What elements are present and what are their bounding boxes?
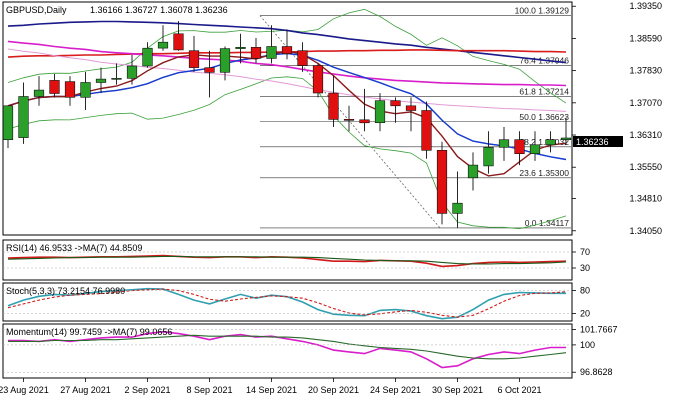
candle-body-34: [529, 144, 541, 155]
candle-body-19: [297, 50, 308, 66]
dma55-line: [7, 40, 567, 87]
mom-series-1: [8, 334, 567, 360]
date-tick-label-7: 30 Sep 2021: [432, 385, 483, 395]
candle-body-36: [560, 137, 572, 141]
date-tick-label-0: 23 Aug 2021: [0, 385, 49, 395]
main-panel-frame: [2, 1, 573, 236]
candle-body-8: [126, 65, 138, 79]
candle-body-0: [2, 105, 14, 141]
bollinger-middle: [7, 52, 567, 161]
rsi-tick-label-0: 70: [580, 247, 590, 257]
price-tick-label-5: 1.35550: [629, 162, 662, 172]
price-tick-label-3: 1.37070: [629, 98, 662, 108]
candle-body-16: [250, 46, 262, 59]
candle-body-3: [49, 80, 60, 94]
rsi-tick-label-1: 30: [580, 263, 590, 273]
candle-body-7: [111, 78, 122, 80]
price-tick-label-6: 1.34810: [629, 194, 662, 204]
mom-tick-label-2: 96.8628: [580, 367, 613, 377]
indicator-axes: 70 30 80 20 101.7667 100 96.8628: [3, 247, 618, 377]
candle-body-33: [514, 139, 525, 154]
bollinger-lower: [7, 76, 567, 230]
price-tick-label-2: 1.37830: [629, 66, 662, 76]
date-axis: 23 Aug 2021 27 Aug 2021 2 Sep 2021 8 Sep 20…: [0, 378, 542, 395]
indicator-lines: [7, 254, 567, 369]
candle-body-30: [467, 164, 479, 179]
candle-body-27: [421, 110, 432, 151]
mom-tick-label-1: 100: [580, 340, 595, 350]
candle-body-29: [452, 202, 463, 214]
candle-body-26: [405, 105, 417, 111]
fibo-label-5: 23.6 1.35300: [519, 168, 569, 178]
candle-body-11: [173, 33, 184, 51]
candle-body-13: [204, 67, 215, 73]
brown-ma-line: [7, 50, 567, 177]
mom-series-0: [8, 330, 566, 369]
rsi-label: RSI(14) 46.9533 ->MA(7) 44.8509: [6, 243, 142, 253]
date-tick-label-5: 20 Sep 2021: [308, 385, 359, 395]
candle-body-15: [235, 46, 246, 49]
candle-body-35: [545, 139, 556, 146]
pink-ma-line: [7, 48, 567, 112]
candle-body-1: [18, 96, 29, 138]
fibo-label-4: 38.2 1.36032: [519, 137, 569, 147]
candle-body-28: [436, 150, 448, 214]
symbol-label: GBPUSD,Daily: [6, 5, 67, 15]
candle-body-14: [219, 48, 231, 73]
date-tick-label-3: 8 Sep 2021: [186, 385, 232, 395]
rsi-panel-frame: [2, 239, 573, 281]
fibo-label-0: 100.0 1.39129: [515, 6, 570, 16]
date-tick-label-2: 2 Sep 2021: [124, 385, 170, 395]
candle-body-5: [80, 82, 91, 98]
price-tick-label-7: 1.34050: [629, 226, 662, 236]
candles: [2, 21, 572, 228]
candle-body-23: [359, 119, 370, 124]
current-price-text: 1.36236: [576, 137, 609, 147]
candle-body-20: [312, 65, 324, 94]
date-tick-label-1: 27 Aug 2021: [60, 385, 111, 395]
fibo-label-3: 50.0 1.36623: [519, 112, 569, 122]
candle-body-21: [328, 92, 339, 120]
momentum-label: Momentum(14) 99.7459 ->MA(7) 99.0656: [6, 327, 172, 337]
price-tick-label-0: 1.39350: [629, 1, 662, 11]
stoch-label: Stoch(5,3,3) 73.2154 76.9980: [6, 286, 125, 296]
candle-body-9: [142, 47, 153, 67]
fibo-label-2: 61.8 1.37214: [519, 87, 569, 97]
stoch-series-1: [7, 288, 567, 318]
candle-body-25: [390, 100, 401, 107]
candle-body-6: [95, 78, 107, 83]
stoch-tick-label-0: 80: [580, 286, 590, 296]
fibo-label-6: 0.0 1.34117: [525, 218, 570, 228]
candle-body-22: [343, 119, 355, 121]
price-tick-label-4: 1.36310: [629, 130, 662, 140]
ohlc-label: 1.36166 1.36727 1.36078 1.36236: [90, 5, 228, 15]
stoch-tick-label-1: 20: [580, 308, 590, 318]
candle-body-31: [483, 147, 494, 167]
stoch-panel-frame: [2, 282, 573, 322]
current-price-badge: [573, 136, 623, 147]
price-axis: 1.39350 1.38590 1.37830 1.37070 1.36310 1.355…: [572, 1, 662, 236]
date-tick-label-4: 14 Sep 2021: [246, 385, 297, 395]
mom-tick-label-0: 101.7667: [580, 325, 618, 335]
candle-body-2: [33, 89, 45, 97]
candle-body-4: [64, 81, 76, 98]
candle-body-32: [498, 139, 510, 148]
date-tick-label-6: 24 Sep 2021: [370, 385, 421, 395]
blue-ma-line: [7, 52, 567, 161]
momentum-panel-frame: [2, 323, 573, 379]
price-tick-label-1: 1.38590: [629, 33, 662, 43]
candle-body-18: [281, 46, 293, 54]
date-tick-label-8: 6 Oct 2021: [497, 385, 541, 395]
candle-body-17: [266, 46, 277, 59]
candle-body-12: [188, 50, 200, 68]
rsi-series-1: [7, 255, 567, 265]
candle-body-24: [374, 100, 386, 123]
candle-body-10: [157, 41, 169, 49]
